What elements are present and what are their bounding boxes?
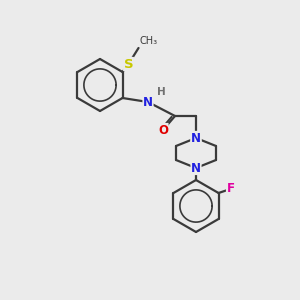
Text: N: N — [191, 131, 201, 145]
Text: N: N — [191, 131, 201, 145]
Text: CH₃: CH₃ — [140, 36, 158, 46]
Text: H: H — [157, 87, 166, 97]
Text: F: F — [226, 182, 235, 196]
Text: S: S — [124, 58, 133, 70]
Text: O: O — [158, 124, 168, 136]
Text: N: N — [191, 161, 201, 175]
Text: N: N — [143, 95, 153, 109]
